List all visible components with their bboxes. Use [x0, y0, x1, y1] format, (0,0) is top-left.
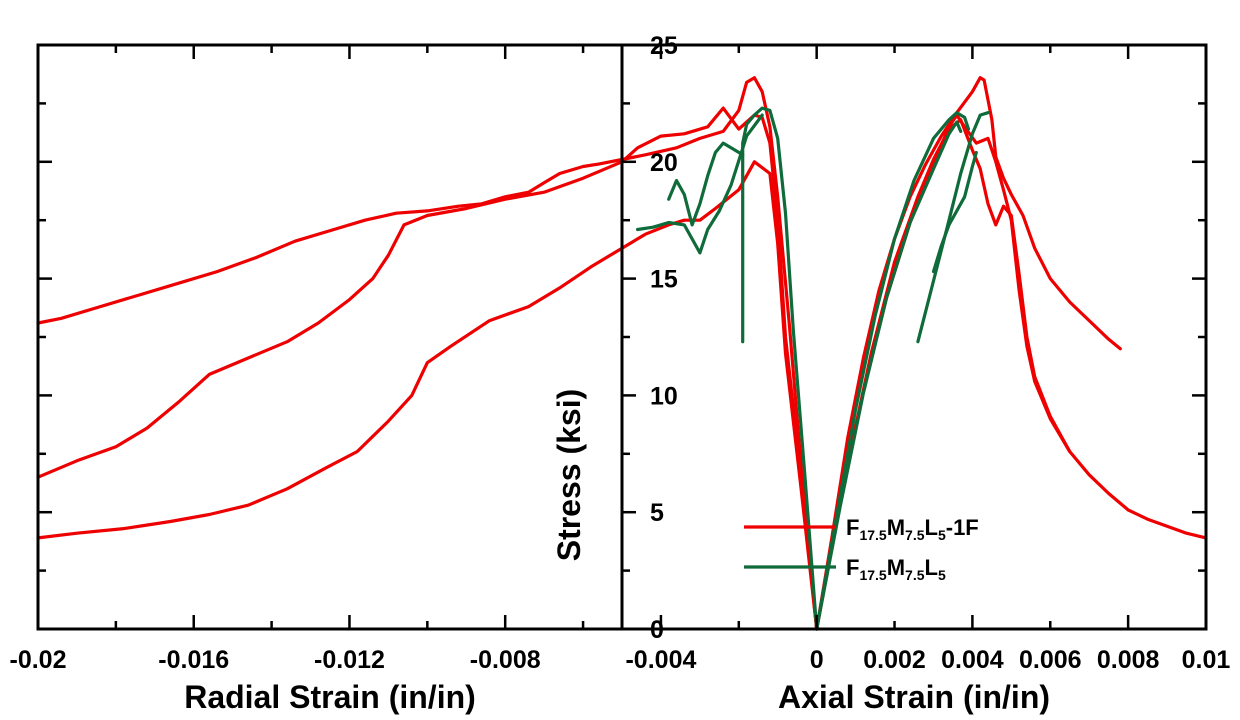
x-right-tick-label: 0.006: [1019, 646, 1082, 674]
x-right-axis-title: Axial Strain (in/in): [778, 679, 1050, 715]
y-axis-title: Stress (ksi): [551, 389, 587, 562]
x-left-tick-label: -0.016: [158, 646, 229, 674]
y-tick-label: 15: [650, 266, 678, 294]
x-right-tick-label: 0.01: [1182, 646, 1231, 674]
legend-label: F17.5M7.5L5: [846, 555, 946, 583]
series-0-curve-3: [36, 76, 819, 631]
ticks-layer: [36, 43, 1208, 631]
y-tick-label: 25: [650, 32, 678, 60]
y-tick-label: 5: [650, 499, 664, 527]
legend-label: F17.5M7.5L5-1F: [846, 515, 979, 543]
labels-layer: -0.02 -0.016 -0.012 -0.008 -0.004 0 0.002 0.004…: [10, 32, 1231, 674]
x-right-tick-label: 0.002: [863, 646, 926, 674]
series-0-curve-4: [36, 106, 819, 631]
series-1-curve-4: [741, 106, 819, 631]
series-1-curve-5: [667, 141, 745, 227]
x-left-tick-label: -0.02: [10, 646, 67, 674]
curves-layer: [36, 76, 1208, 631]
y-tick-label: 20: [650, 149, 678, 177]
y-tick-label: 0: [650, 616, 664, 644]
x-left-tick-label: 0: [810, 646, 824, 674]
series-0-curve-5: [36, 160, 819, 631]
series-0-curve-2: [815, 118, 1072, 631]
series-1-curve-1: [916, 111, 990, 344]
series-0-curve-0: [815, 76, 1122, 631]
x-right-tick-label: 0.008: [1097, 646, 1160, 674]
x-left-tick-label: -0.008: [470, 646, 541, 674]
series-1-curve-0: [815, 111, 971, 631]
series-1-curve-2: [815, 120, 963, 631]
series-1-curve-6: [636, 113, 764, 255]
series-1-curve-3: [931, 150, 978, 274]
x-left-tick-label: -0.012: [314, 646, 385, 674]
y-tick-label: 10: [650, 382, 678, 410]
legend: F17.5M7.5L5-1F F17.5M7.5L5: [744, 515, 979, 583]
x-left-tick-label: -0.004: [625, 646, 696, 674]
x-right-tick-label: 0.004: [941, 646, 1004, 674]
x-left-axis-title: Radial Strain (in/in): [184, 679, 476, 715]
